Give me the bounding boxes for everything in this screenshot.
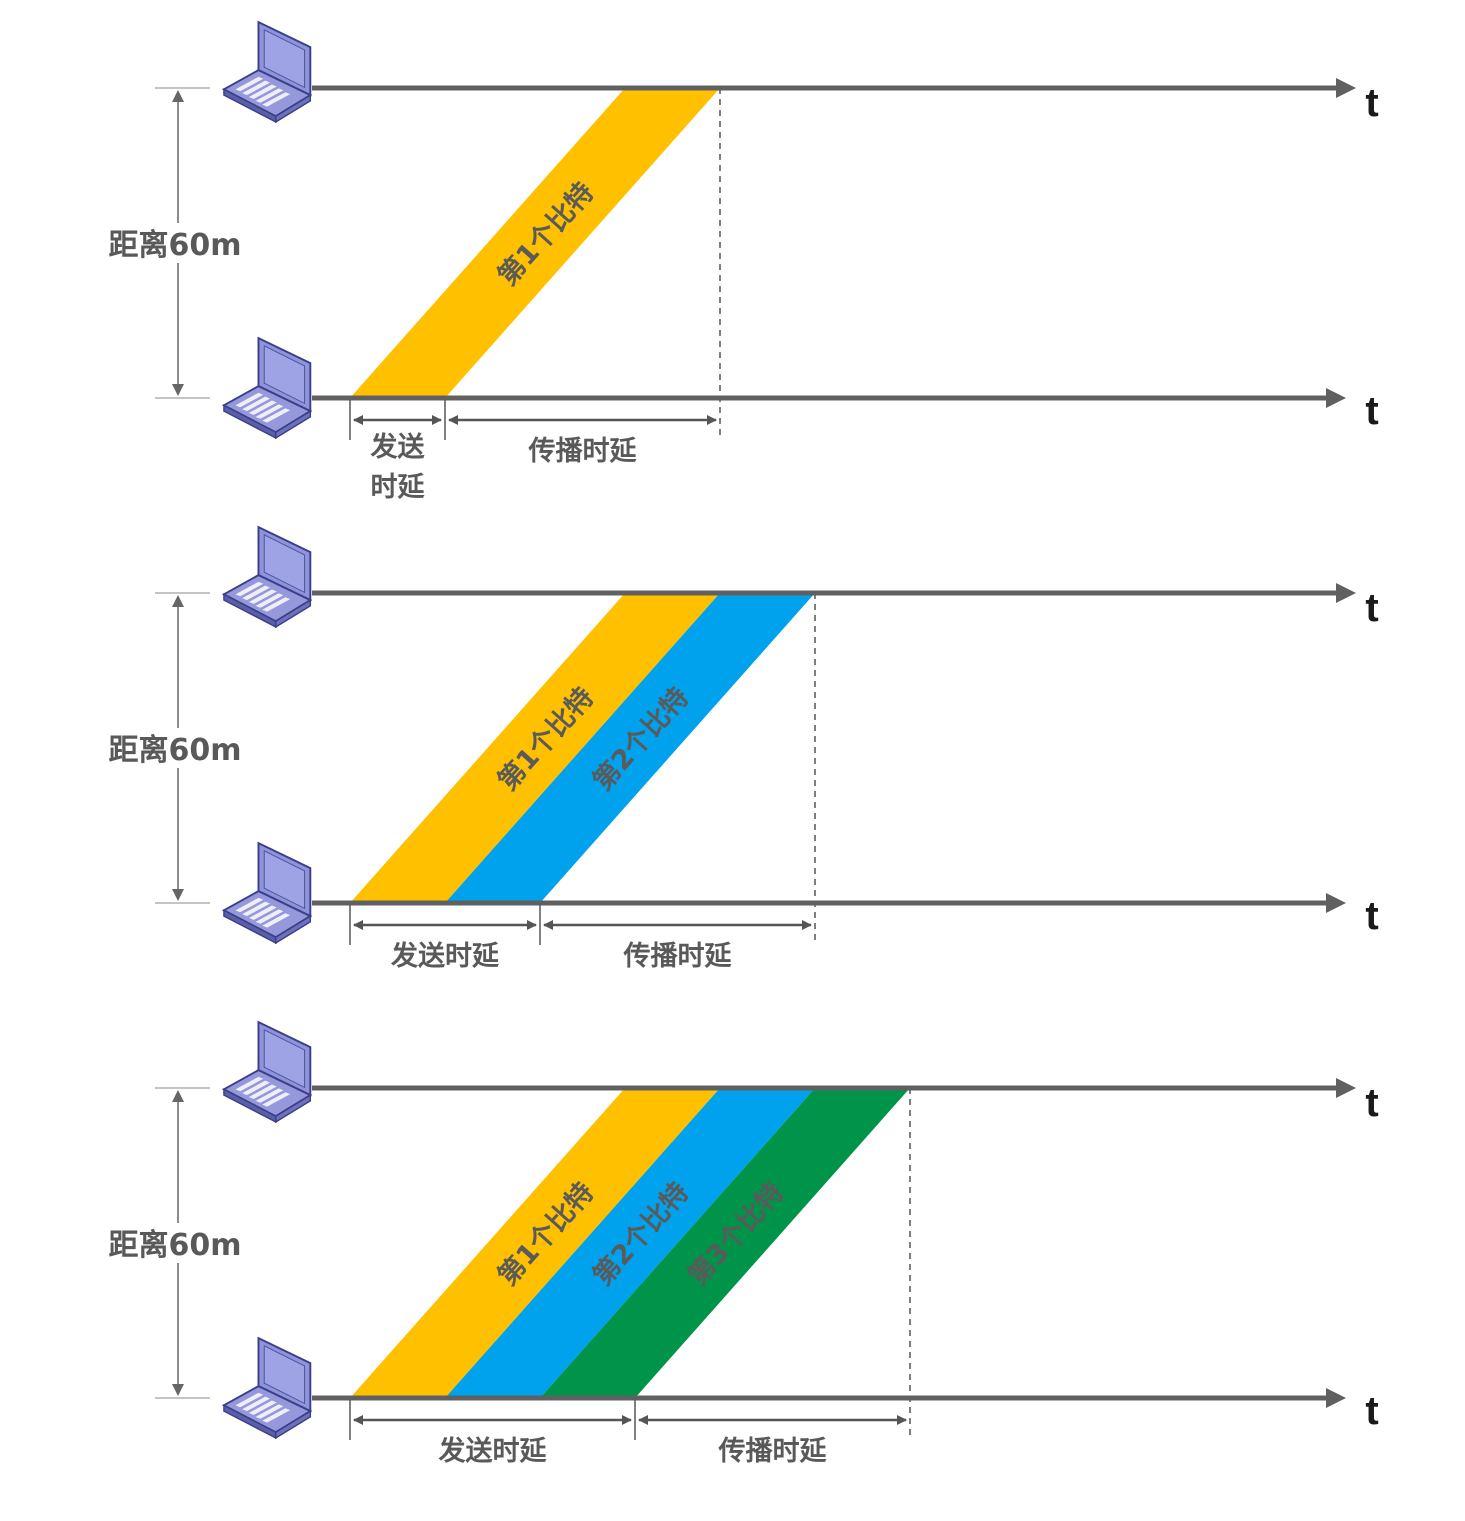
distance-label: 距离60m [108, 1228, 241, 1263]
sender-axis-arrowhead [1326, 1388, 1346, 1408]
receiver-laptop-icon [222, 21, 312, 123]
sender-axis-label: t [1365, 389, 1378, 433]
receiver-axis-label: t [1365, 586, 1378, 630]
receiver-axis-arrowhead [1336, 1078, 1356, 1098]
distance-label: 距离60m [108, 733, 241, 768]
transmission-delay-label-line-2: 时延 [371, 472, 426, 503]
propagation-delay-label: 传播时延 [528, 436, 638, 467]
transmission-delay-label: 发送时延 [390, 940, 500, 972]
bit-1-band [350, 593, 720, 903]
distance-label: 距离60m [108, 228, 241, 263]
distance-arrow-up [172, 1090, 184, 1102]
bit-1-band [350, 1088, 720, 1398]
propagation-delay-label: 传播时延 [718, 1436, 828, 1467]
receiver-laptop-icon [222, 526, 312, 628]
propagation-delay-label: 传播时延 [623, 941, 733, 972]
bit-3-band [540, 1088, 910, 1398]
bit-2-band [445, 593, 815, 903]
sender-laptop-icon [222, 842, 312, 944]
distance-arrow-down [172, 1384, 184, 1396]
receiver-laptop-icon [222, 1021, 312, 1123]
bit-1-band [350, 88, 720, 398]
distance-arrow-down [172, 384, 184, 396]
receiver-axis-label: t [1365, 81, 1378, 125]
sender-axis-label: t [1365, 1389, 1378, 1433]
sender-axis-arrowhead [1326, 893, 1346, 913]
receiver-axis-arrowhead [1336, 78, 1356, 98]
sender-axis-arrowhead [1326, 388, 1346, 408]
transmission-delay-label: 发送时延 [438, 1435, 548, 1467]
sender-axis-label: t [1365, 894, 1378, 938]
bit-2-band [445, 1088, 815, 1398]
receiver-axis-label: t [1365, 1081, 1378, 1125]
sender-laptop-icon [222, 337, 312, 439]
distance-arrow-down [172, 889, 184, 901]
sender-laptop-icon [222, 1337, 312, 1439]
distance-arrow-up [172, 90, 184, 102]
distance-arrow-up [172, 595, 184, 607]
transmission-delay-label-line-1: 发送 [370, 431, 425, 463]
receiver-axis-arrowhead [1336, 583, 1356, 603]
